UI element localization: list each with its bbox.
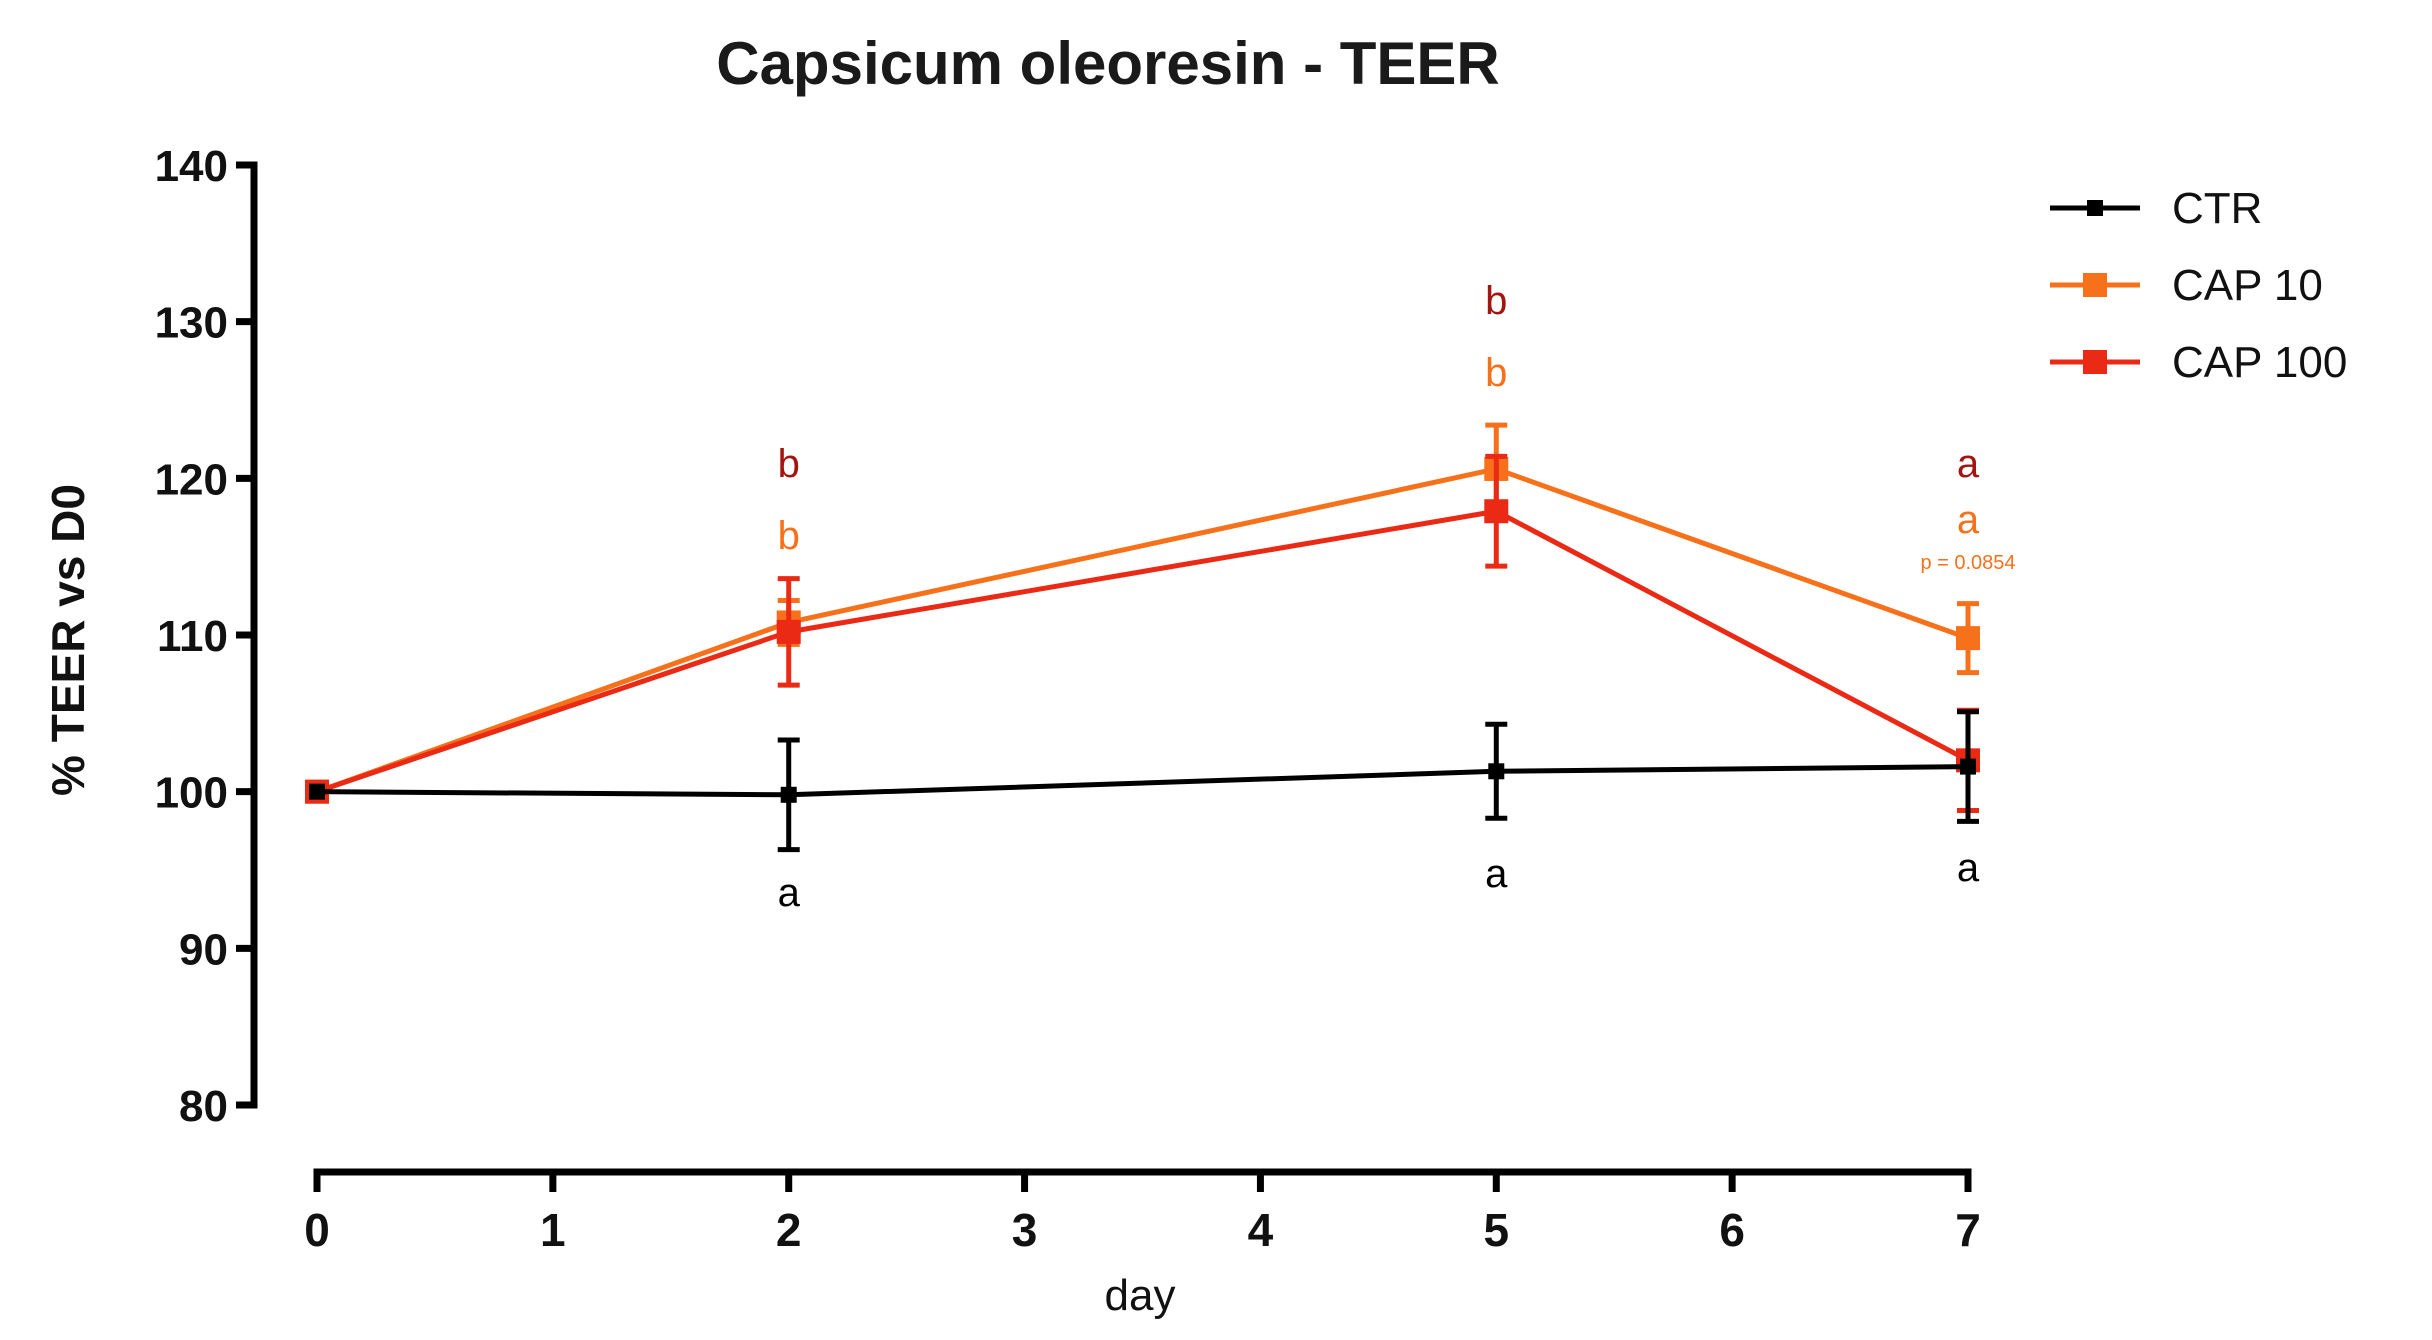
- series-ctr: [309, 709, 1979, 853]
- significance-label: a: [1957, 442, 1980, 486]
- y-tick-label: 140: [155, 142, 228, 191]
- y-tick-label: 110: [157, 612, 228, 661]
- x-tick-label: 0: [304, 1204, 330, 1256]
- significance-label: b: [1485, 279, 1507, 323]
- y-tick-label: 90: [179, 925, 228, 974]
- legend-label: CAP 10: [2172, 261, 2323, 310]
- series-line-ctr: [316, 764, 1969, 798]
- data-point-ctr: [309, 783, 325, 800]
- series-line-cap-10: [316, 466, 1969, 795]
- significance-label: a: [1957, 846, 1980, 890]
- x-tick-label: 5: [1483, 1204, 1509, 1256]
- x-tick-label: 6: [1719, 1204, 1745, 1256]
- series-line-cap-100: [316, 508, 1970, 795]
- x-tick-label: 7: [1955, 1204, 1981, 1256]
- x-tick-label: 1: [540, 1204, 566, 1256]
- x-tick-label: 3: [1012, 1204, 1038, 1256]
- y-tick-label: 130: [155, 299, 228, 348]
- x-tick-label: 2: [776, 1204, 802, 1256]
- chart-title: Capsicum oleoresin - TEER: [716, 30, 1500, 97]
- significance-label: a: [1485, 852, 1508, 896]
- data-point-ctr: [780, 786, 797, 803]
- y-axis-ticks: 80 90 100 110 120 130 140: [155, 142, 254, 1131]
- data-point-cap-10: [1956, 626, 1980, 651]
- legend-swatch-marker: [2087, 200, 2103, 216]
- legend: CTR CAP 10 CAP 100: [2050, 184, 2347, 387]
- data-point-ctr: [1488, 763, 1505, 780]
- data-point-cap-100: [776, 619, 801, 644]
- y-tick-label: 100: [155, 769, 228, 818]
- data-point-ctr: [1960, 758, 1976, 775]
- plot-area: [305, 422, 1980, 853]
- x-axis-ticks: 0 1 2 3 4 5 6 7: [304, 1172, 1981, 1256]
- significance-label: a: [1957, 498, 1980, 542]
- legend-label: CTR: [2172, 184, 2262, 233]
- legend-item-cap-10: CAP 10: [2050, 261, 2323, 310]
- legend-item-ctr: CTR: [2050, 184, 2262, 233]
- significance-label: p = 0.0854: [1920, 552, 2015, 574]
- legend-item-cap-100: CAP 100: [2050, 338, 2347, 387]
- legend-swatch-marker: [2083, 350, 2107, 374]
- significance-label: a: [778, 871, 801, 915]
- legend-swatch-marker: [2083, 273, 2107, 297]
- y-axis-label: % TEER vs D0: [42, 484, 94, 796]
- legend-label: CAP 100: [2172, 338, 2347, 387]
- x-axis-label: day: [1105, 1271, 1176, 1320]
- data-point-cap-100: [1484, 499, 1509, 524]
- x-tick-label: 4: [1248, 1204, 1274, 1256]
- significance-label: b: [778, 514, 800, 558]
- significance-label: b: [1485, 351, 1507, 395]
- y-tick-label: 80: [179, 1082, 228, 1131]
- significance-label: b: [778, 442, 800, 486]
- y-tick-label: 120: [155, 455, 228, 504]
